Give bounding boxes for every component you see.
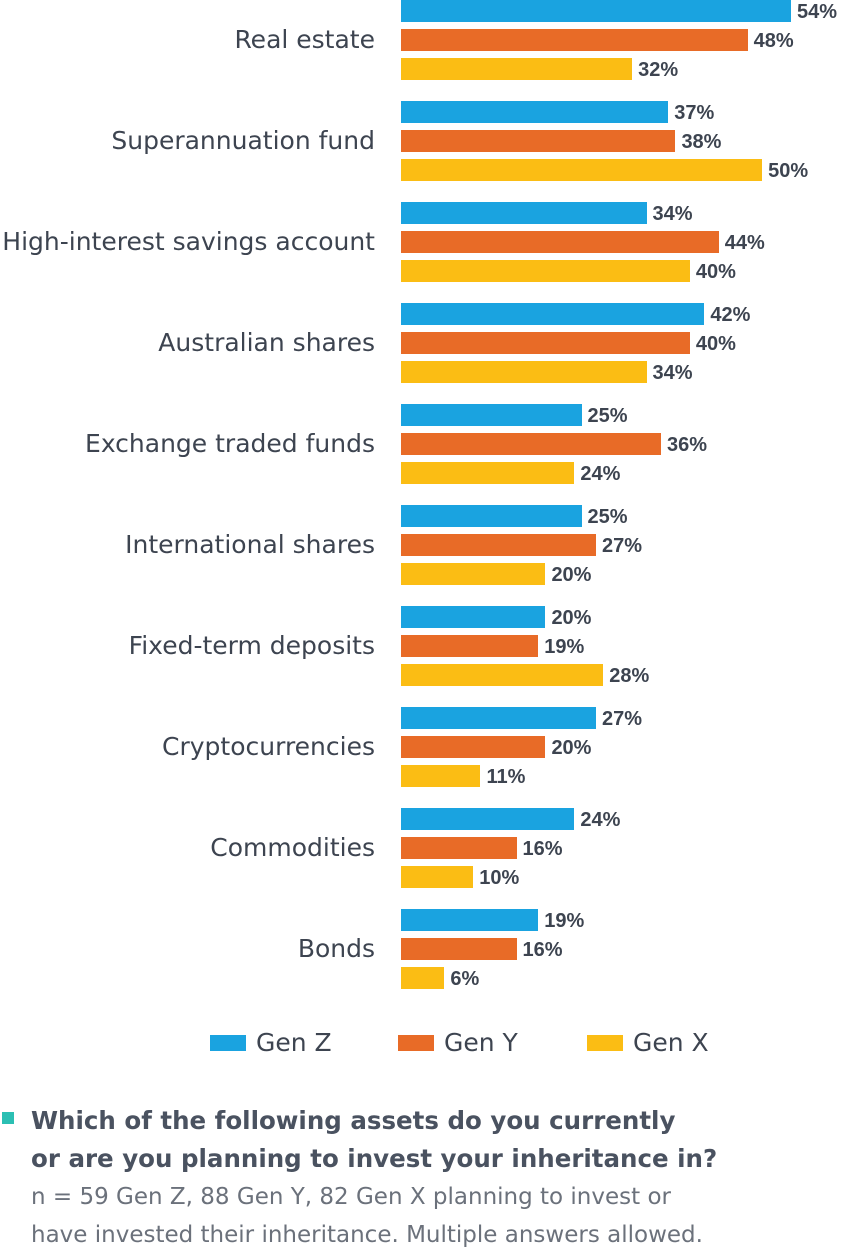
- category-label-exchange-traded-funds: Exchange traded funds: [85, 429, 375, 458]
- sample-note: n = 59 Gen Z, 88 Gen Y, 82 Gen X plannin…: [31, 1178, 831, 1254]
- data-label-gen-z-cryptocurrencies: 27%: [602, 708, 643, 730]
- sample-note-line-2: have invested their inheritance. Multipl…: [31, 1222, 703, 1248]
- data-label-gen-z-fixed-term-deposits: 20%: [551, 607, 592, 629]
- bar-gen-z-high-interest-savings-account: [401, 202, 647, 224]
- bar-gen-x-exchange-traded-funds: [401, 462, 575, 484]
- bar-gen-z-commodities: [401, 808, 575, 830]
- data-label-gen-x-bonds: 6%: [450, 968, 480, 990]
- data-label-gen-y-fixed-term-deposits: 19%: [544, 636, 585, 658]
- data-label-gen-y-superannuation-fund: 38%: [681, 131, 722, 153]
- bar-gen-z-superannuation-fund: [401, 101, 669, 123]
- legend-swatch-gen-z: [210, 1034, 246, 1051]
- bar-chart: Real estate 54% 48% 32% Superannuation fund 3…: [2, 0, 838, 990]
- category-label-bonds: Bonds: [297, 934, 375, 963]
- data-label-gen-x-commodities: 10%: [479, 867, 520, 889]
- data-label-gen-z-bonds: 19%: [544, 910, 585, 932]
- bar-gen-z-exchange-traded-funds: [401, 404, 582, 426]
- survey-question-line-2: or are you planning to invest your inher…: [31, 1144, 718, 1173]
- bar-gen-y-bonds: [401, 938, 517, 960]
- legend-item-gen-x: Gen X: [587, 1028, 709, 1057]
- data-label-gen-x-cryptocurrencies: 11%: [486, 766, 526, 788]
- data-label-gen-z-international-shares: 25%: [587, 506, 628, 528]
- data-label-gen-z-exchange-traded-funds: 25%: [587, 405, 628, 427]
- bar-gen-y-high-interest-savings-account: [401, 231, 719, 253]
- bar-gen-x-australian-shares: [401, 361, 647, 383]
- bar-gen-z-fixed-term-deposits: [401, 606, 546, 628]
- bar-gen-x-commodities: [401, 866, 474, 888]
- bar-gen-y-fixed-term-deposits: [401, 635, 539, 657]
- bar-gen-x-cryptocurrencies: [401, 765, 481, 787]
- legend-swatch-gen-x: [587, 1034, 623, 1051]
- data-label-gen-y-commodities: 16%: [522, 838, 563, 860]
- bar-gen-z-australian-shares: [401, 303, 705, 325]
- data-label-gen-z-superannuation-fund: 37%: [674, 102, 715, 124]
- bar-gen-y-cryptocurrencies: [401, 736, 546, 758]
- chart-legend: Gen Z Gen Y Gen X: [0, 1028, 841, 1058]
- category-label-cryptocurrencies: Cryptocurrencies: [162, 732, 375, 761]
- data-label-gen-y-international-shares: 27%: [602, 535, 643, 557]
- bar-gen-z-cryptocurrencies: [401, 707, 596, 729]
- bar-gen-y-real-estate: [401, 29, 748, 51]
- legend-item-gen-z: Gen Z: [210, 1028, 332, 1057]
- bar-gen-y-international-shares: [401, 534, 596, 556]
- category-label-international-shares: International shares: [125, 530, 375, 559]
- footnote-marker-icon: [2, 1112, 14, 1124]
- data-label-gen-x-fixed-term-deposits: 28%: [609, 665, 650, 687]
- category-label-superannuation-fund: Superannuation fund: [111, 126, 375, 155]
- bar-gen-y-superannuation-fund: [401, 130, 676, 152]
- category-label-fixed-term-deposits: Fixed-term deposits: [128, 631, 375, 660]
- bar-gen-x-superannuation-fund: [401, 159, 763, 181]
- bar-gen-x-real-estate: [401, 58, 633, 80]
- legend-swatch-gen-y: [398, 1034, 434, 1051]
- bar-gen-x-bonds: [401, 967, 445, 989]
- data-label-gen-x-international-shares: 20%: [551, 564, 592, 586]
- bar-gen-z-international-shares: [401, 505, 582, 527]
- legend-item-gen-y: Gen Y: [398, 1028, 518, 1057]
- category-label-high-interest-savings-account: High-interest savings account: [2, 227, 375, 256]
- bar-gen-y-commodities: [401, 837, 517, 859]
- data-label-gen-x-high-interest-savings-account: 40%: [695, 261, 736, 283]
- bar-gen-y-exchange-traded-funds: [401, 433, 661, 455]
- data-label-gen-y-cryptocurrencies: 20%: [551, 737, 592, 759]
- bar-gen-x-fixed-term-deposits: [401, 664, 604, 686]
- legend-label-gen-z: Gen Z: [256, 1028, 332, 1057]
- data-label-gen-x-exchange-traded-funds: 24%: [580, 463, 621, 485]
- data-label-gen-y-real-estate: 48%: [753, 30, 794, 52]
- bar-gen-z-real-estate: [401, 0, 791, 22]
- category-label-australian-shares: Australian shares: [158, 328, 375, 357]
- data-label-gen-z-real-estate: 54%: [797, 1, 838, 23]
- category-label-real-estate: Real estate: [234, 25, 375, 54]
- data-label-gen-x-superannuation-fund: 50%: [768, 160, 809, 182]
- data-label-gen-z-australian-shares: 42%: [710, 304, 751, 326]
- legend-label-gen-x: Gen X: [633, 1028, 709, 1057]
- data-label-gen-y-bonds: 16%: [522, 939, 563, 961]
- data-label-gen-y-high-interest-savings-account: 44%: [724, 232, 765, 254]
- bar-gen-z-bonds: [401, 909, 539, 931]
- survey-question: Which of the following assets do you cur…: [31, 1102, 831, 1178]
- data-label-gen-x-real-estate: 32%: [638, 59, 679, 81]
- data-label-gen-z-commodities: 24%: [580, 809, 621, 831]
- data-label-gen-x-australian-shares: 34%: [652, 362, 693, 384]
- bar-gen-y-australian-shares: [401, 332, 690, 354]
- survey-question-line-1: Which of the following assets do you cur…: [31, 1106, 676, 1135]
- data-label-gen-y-exchange-traded-funds: 36%: [667, 434, 708, 456]
- legend-label-gen-y: Gen Y: [444, 1028, 518, 1057]
- data-label-gen-z-high-interest-savings-account: 34%: [652, 203, 693, 225]
- data-label-gen-y-australian-shares: 40%: [695, 333, 736, 355]
- sample-note-line-1: n = 59 Gen Z, 88 Gen Y, 82 Gen X plannin…: [31, 1184, 671, 1210]
- bar-gen-x-high-interest-savings-account: [401, 260, 690, 282]
- category-label-commodities: Commodities: [210, 833, 375, 862]
- bar-gen-x-international-shares: [401, 563, 546, 585]
